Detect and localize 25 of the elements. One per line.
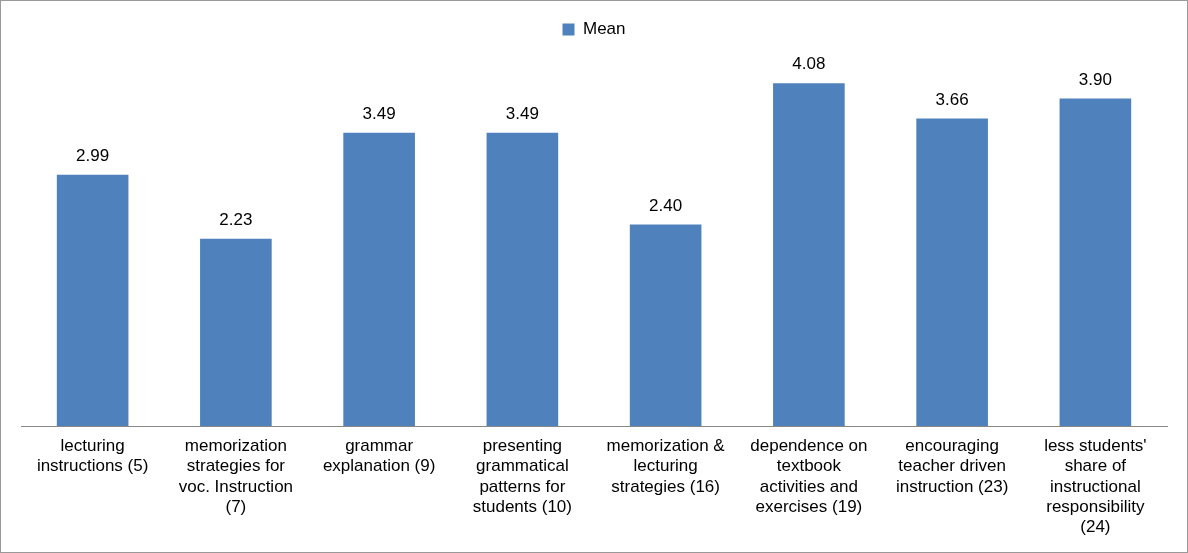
legend-label: Mean [582, 19, 626, 39]
data-label: 3.66 [935, 89, 969, 109]
bar [343, 132, 415, 426]
bar [916, 118, 988, 426]
data-label: 4.08 [792, 54, 826, 74]
data-label: 3.49 [505, 104, 539, 124]
bar [629, 224, 702, 426]
x-tick-label: less students' share of instructional responsibility (24) [1044, 435, 1147, 537]
x-tick-label: dependence on textbook activities and exercises (19) [750, 435, 868, 517]
data-label: 2.23 [219, 209, 253, 229]
x-tick-label: encouraging teacher driven instruction (23) [895, 435, 1009, 496]
bar [1059, 98, 1132, 426]
data-label: 3.90 [1078, 69, 1112, 89]
x-tick-label: presenting grammatical patterns for students (10) [472, 435, 572, 517]
bar [486, 132, 559, 426]
x-tick-label: memorization strategies for voc. Instruction (7) [178, 435, 294, 517]
bar [56, 174, 129, 426]
bar [773, 83, 845, 426]
data-label: 2.40 [649, 195, 683, 215]
data-label: 2.99 [76, 146, 110, 166]
data-label: 3.49 [362, 104, 396, 124]
bar [200, 238, 272, 426]
x-tick-label: memorization & lecturing strategies (16) [606, 435, 726, 496]
x-tick-label: grammar explanation (9) [322, 435, 436, 476]
x-tick-label: lecturing instructions (5) [36, 435, 149, 476]
